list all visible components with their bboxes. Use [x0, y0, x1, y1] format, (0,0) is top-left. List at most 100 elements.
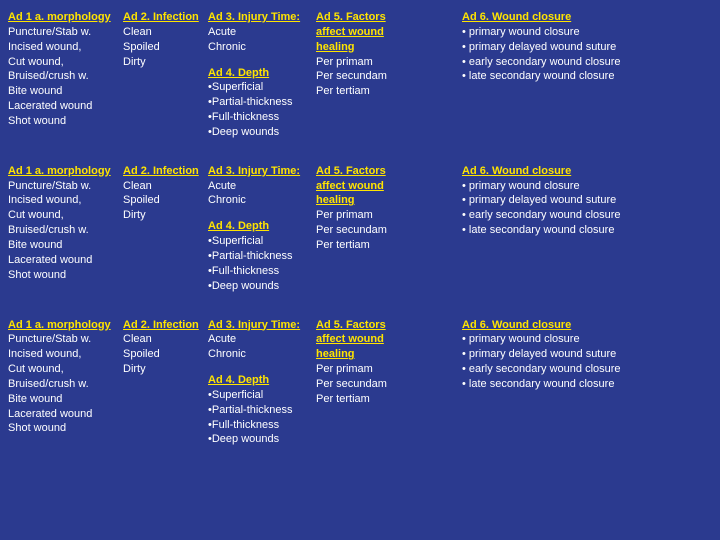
- morphology-item: Puncture/Stab w.: [8, 179, 123, 194]
- content-row: Ad 1 a. morphologyPuncture/Stab w.Incise…: [8, 318, 712, 448]
- morphology-item: Shot wound: [8, 114, 123, 129]
- depth-item: •Partial-thickness: [208, 249, 326, 264]
- heading-depth: Ad 4. Depth: [208, 373, 326, 388]
- morphology-item: Bite wound: [8, 84, 123, 99]
- infection-item: Dirty: [123, 362, 208, 377]
- heading-infection: Ad 2. Infection: [123, 10, 208, 25]
- morphology-item: Cut wound,: [8, 208, 123, 223]
- morphology-item: Lacerated wound: [8, 99, 123, 114]
- closure-item: • primary delayed wound suture: [462, 347, 622, 362]
- closure-item: • early secondary wound closure: [462, 362, 622, 377]
- closure-item: • primary wound closure: [462, 332, 622, 347]
- heading-infection: Ad 2. Infection: [123, 318, 208, 333]
- closure-item: • late secondary wound closure: [462, 223, 622, 238]
- closure-item: • primary wound closure: [462, 179, 622, 194]
- depth-item: •Superficial: [208, 388, 326, 403]
- factors-item: Per tertiam: [316, 84, 424, 99]
- factors-sub1: affect wound: [316, 25, 424, 40]
- factors-sub2: healing: [316, 40, 424, 55]
- col-factors: Ad 5. Factorsaffect woundhealingPer prim…: [316, 10, 424, 140]
- heading-injury-time: Ad 3. Injury Time:: [208, 164, 326, 179]
- heading-morphology: Ad 1 a. morphology: [8, 318, 123, 333]
- col-time-depth: Ad 3. Injury Time:AcuteChronicAd 4. Dept…: [208, 318, 326, 448]
- depth-item: •Full-thickness: [208, 418, 326, 433]
- heading-closure: Ad 6. Wound closure: [462, 318, 622, 333]
- factors-sub2: healing: [316, 347, 424, 362]
- slide-container: Ad 1 a. morphologyPuncture/Stab w.Incise…: [8, 10, 712, 447]
- heading-injury-time: Ad 3. Injury Time:: [208, 10, 326, 25]
- morphology-item: Bruised/crush w.: [8, 223, 123, 238]
- depth-item: •Partial-thickness: [208, 95, 326, 110]
- content-row: Ad 1 a. morphologyPuncture/Stab w.Incise…: [8, 10, 712, 140]
- factors-item: Per primam: [316, 362, 424, 377]
- infection-item: Dirty: [123, 208, 208, 223]
- col-closure: Ad 6. Wound closure• primary wound closu…: [462, 10, 622, 140]
- depth-item: •Deep wounds: [208, 432, 326, 447]
- morphology-item: Incised wound,: [8, 193, 123, 208]
- content-row: Ad 1 a. morphologyPuncture/Stab w.Incise…: [8, 164, 712, 294]
- morphology-item: Incised wound,: [8, 40, 123, 55]
- heading-factors: Ad 5. Factors: [316, 164, 424, 179]
- closure-item: • late secondary wound closure: [462, 377, 622, 392]
- factors-item: Per secundam: [316, 223, 424, 238]
- depth-item: •Deep wounds: [208, 279, 326, 294]
- col-infection: Ad 2. InfectionCleanSpoiledDirty: [123, 164, 208, 294]
- col-closure: Ad 6. Wound closure• primary wound closu…: [462, 164, 622, 294]
- infection-item: Dirty: [123, 55, 208, 70]
- depth-item: •Superficial: [208, 80, 326, 95]
- col-factors: Ad 5. Factorsaffect woundhealingPer prim…: [316, 164, 424, 294]
- morphology-item: Bruised/crush w.: [8, 69, 123, 84]
- heading-infection: Ad 2. Infection: [123, 164, 208, 179]
- time-item: Chronic: [208, 193, 326, 208]
- infection-item: Clean: [123, 25, 208, 40]
- morphology-item: Cut wound,: [8, 55, 123, 70]
- heading-closure: Ad 6. Wound closure: [462, 164, 622, 179]
- time-item: Chronic: [208, 40, 326, 55]
- morphology-item: Bite wound: [8, 392, 123, 407]
- factors-item: Per primam: [316, 55, 424, 70]
- closure-item: • late secondary wound closure: [462, 69, 622, 84]
- col-infection: Ad 2. InfectionCleanSpoiledDirty: [123, 318, 208, 448]
- factors-sub2: healing: [316, 193, 424, 208]
- morphology-item: Shot wound: [8, 421, 123, 436]
- infection-item: Clean: [123, 332, 208, 347]
- depth-item: •Full-thickness: [208, 264, 326, 279]
- heading-injury-time: Ad 3. Injury Time:: [208, 318, 326, 333]
- closure-item: • early secondary wound closure: [462, 55, 622, 70]
- closure-item: • early secondary wound closure: [462, 208, 622, 223]
- morphology-item: Incised wound,: [8, 347, 123, 362]
- factors-item: Per primam: [316, 208, 424, 223]
- factors-item: Per secundam: [316, 377, 424, 392]
- time-item: Acute: [208, 25, 326, 40]
- morphology-item: Shot wound: [8, 268, 123, 283]
- time-item: Acute: [208, 179, 326, 194]
- morphology-item: Bite wound: [8, 238, 123, 253]
- heading-depth: Ad 4. Depth: [208, 219, 326, 234]
- morphology-item: Puncture/Stab w.: [8, 332, 123, 347]
- morphology-item: Bruised/crush w.: [8, 377, 123, 392]
- infection-item: Clean: [123, 179, 208, 194]
- morphology-item: Lacerated wound: [8, 407, 123, 422]
- factors-sub1: affect wound: [316, 179, 424, 194]
- factors-sub1: affect wound: [316, 332, 424, 347]
- infection-item: Spoiled: [123, 193, 208, 208]
- morphology-item: Cut wound,: [8, 362, 123, 377]
- col-closure: Ad 6. Wound closure• primary wound closu…: [462, 318, 622, 448]
- depth-item: •Full-thickness: [208, 110, 326, 125]
- col-morphology: Ad 1 a. morphologyPuncture/Stab w.Incise…: [8, 318, 123, 448]
- col-time-depth: Ad 3. Injury Time:AcuteChronic Ad 4. Dept…: [208, 10, 326, 140]
- heading-morphology: Ad 1 a. morphology: [8, 164, 123, 179]
- col-factors: Ad 5. Factorsaffect woundhealingPer prim…: [316, 318, 424, 448]
- time-item: Acute: [208, 332, 326, 347]
- closure-item: • primary delayed wound suture: [462, 40, 622, 55]
- closure-item: • primary wound closure: [462, 25, 622, 40]
- depth-item: •Deep wounds: [208, 125, 326, 140]
- heading-morphology: Ad 1 a. morphology: [8, 10, 123, 25]
- closure-item: • primary delayed wound suture: [462, 193, 622, 208]
- col-infection: Ad 2. InfectionCleanSpoiledDirty: [123, 10, 208, 140]
- factors-item: Per tertiam: [316, 238, 424, 253]
- heading-depth: Ad 4. Depth: [208, 66, 326, 81]
- depth-item: •Partial-thickness: [208, 403, 326, 418]
- depth-item: •Superficial: [208, 234, 326, 249]
- morphology-item: Lacerated wound: [8, 253, 123, 268]
